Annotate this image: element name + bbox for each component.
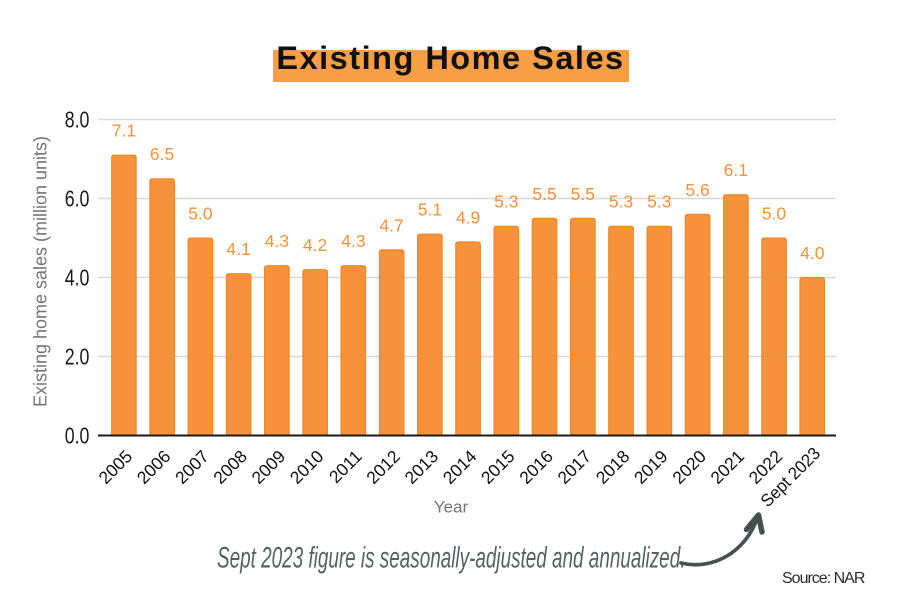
svg-text:0.0: 0.0 bbox=[65, 423, 90, 449]
svg-text:4.3: 4.3 bbox=[341, 231, 365, 251]
svg-text:4.9: 4.9 bbox=[456, 207, 480, 227]
svg-text:2018: 2018 bbox=[592, 446, 634, 488]
svg-text:4.0: 4.0 bbox=[65, 265, 90, 291]
svg-text:2015: 2015 bbox=[477, 446, 519, 488]
svg-text:Existing Home Sales: Existing Home Sales bbox=[276, 40, 624, 76]
svg-text:4.1: 4.1 bbox=[226, 239, 250, 259]
svg-text:2013: 2013 bbox=[401, 446, 443, 488]
svg-text:5.5: 5.5 bbox=[571, 184, 595, 204]
svg-text:2009: 2009 bbox=[248, 446, 290, 488]
svg-text:Existing home sales (million u: Existing home sales (million units) bbox=[31, 136, 51, 407]
svg-text:8.0: 8.0 bbox=[65, 107, 90, 133]
svg-text:6.0: 6.0 bbox=[65, 186, 90, 212]
svg-text:2006: 2006 bbox=[133, 446, 175, 488]
svg-text:2021: 2021 bbox=[706, 446, 748, 488]
svg-text:2010: 2010 bbox=[286, 446, 328, 488]
svg-text:5.3: 5.3 bbox=[647, 192, 671, 212]
svg-text:6.1: 6.1 bbox=[724, 160, 748, 180]
svg-text:2.0: 2.0 bbox=[65, 344, 90, 370]
svg-text:4.7: 4.7 bbox=[379, 215, 403, 235]
svg-text:5.1: 5.1 bbox=[418, 200, 442, 220]
svg-text:2007: 2007 bbox=[171, 446, 213, 488]
svg-text:5.0: 5.0 bbox=[762, 204, 787, 224]
svg-text:7.1: 7.1 bbox=[112, 121, 136, 141]
svg-text:2014: 2014 bbox=[439, 446, 481, 488]
svg-text:5.0: 5.0 bbox=[188, 204, 213, 224]
svg-text:6.5: 6.5 bbox=[150, 144, 174, 164]
svg-text:2005: 2005 bbox=[95, 446, 137, 488]
svg-text:5.3: 5.3 bbox=[494, 192, 518, 212]
svg-text:5.6: 5.6 bbox=[685, 180, 709, 200]
svg-text:4.3: 4.3 bbox=[265, 231, 289, 251]
svg-text:2016: 2016 bbox=[515, 446, 557, 488]
svg-text:Year: Year bbox=[434, 498, 469, 517]
svg-text:5.3: 5.3 bbox=[609, 192, 633, 212]
svg-text:2017: 2017 bbox=[553, 446, 595, 488]
svg-text:4.0: 4.0 bbox=[800, 243, 825, 263]
svg-text:4.2: 4.2 bbox=[303, 235, 327, 255]
svg-text:2012: 2012 bbox=[362, 446, 404, 488]
svg-text:2019: 2019 bbox=[630, 446, 672, 488]
svg-text:2020: 2020 bbox=[668, 446, 710, 488]
svg-text:5.5: 5.5 bbox=[532, 184, 556, 204]
svg-text:Source: NAR: Source: NAR bbox=[782, 570, 865, 587]
svg-text:2008: 2008 bbox=[209, 446, 251, 488]
svg-text:Sept 2023 figure is seasonally: Sept 2023 figure is seasonally-adjusted … bbox=[217, 541, 685, 575]
svg-text:2011: 2011 bbox=[325, 446, 366, 487]
